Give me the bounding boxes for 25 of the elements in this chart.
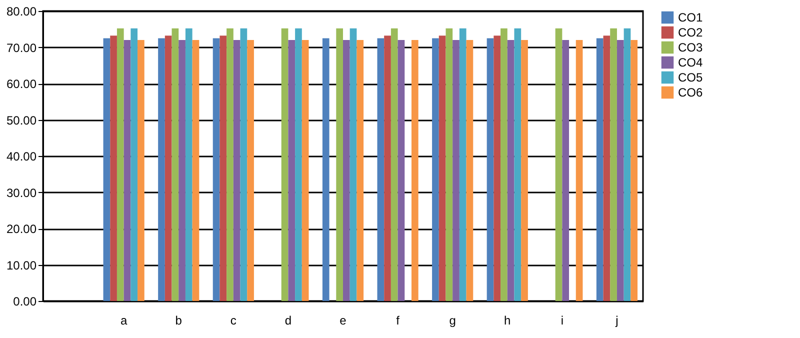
x-tick-label: e — [340, 314, 347, 328]
legend-label: CO1 — [678, 10, 703, 24]
x-tick-label: h — [504, 314, 511, 328]
x-tick-label: c — [230, 314, 236, 328]
x-tick-label: i — [560, 314, 564, 328]
x-tick-label: b — [175, 314, 182, 328]
y-tick-label: 10.00 — [6, 258, 37, 272]
x-tick-label: j — [614, 314, 618, 328]
legend-label: CO3 — [678, 40, 703, 54]
y-tick-label: 30.00 — [6, 186, 37, 200]
x-tick-label: f — [396, 314, 400, 328]
x-tick-label: d — [284, 314, 292, 328]
legend-label: CO4 — [678, 56, 703, 70]
x-tick-label: a — [120, 314, 128, 328]
y-tick-label: 50.00 — [6, 113, 37, 128]
legend-label: CO5 — [678, 70, 703, 84]
y-tick-label: 40.00 — [6, 150, 37, 164]
x-tick-label: g — [449, 314, 456, 328]
y-tick-label: 80.00 — [6, 4, 37, 18]
y-tick-label: 70.00 — [6, 40, 37, 55]
y-tick-label: 20.00 — [6, 222, 37, 236]
legend-label: CO2 — [678, 26, 703, 40]
y-tick-label: 0.00 — [13, 294, 37, 308]
y-tick-label: 60.00 — [6, 77, 37, 91]
legend-label: CO6 — [678, 86, 703, 100]
